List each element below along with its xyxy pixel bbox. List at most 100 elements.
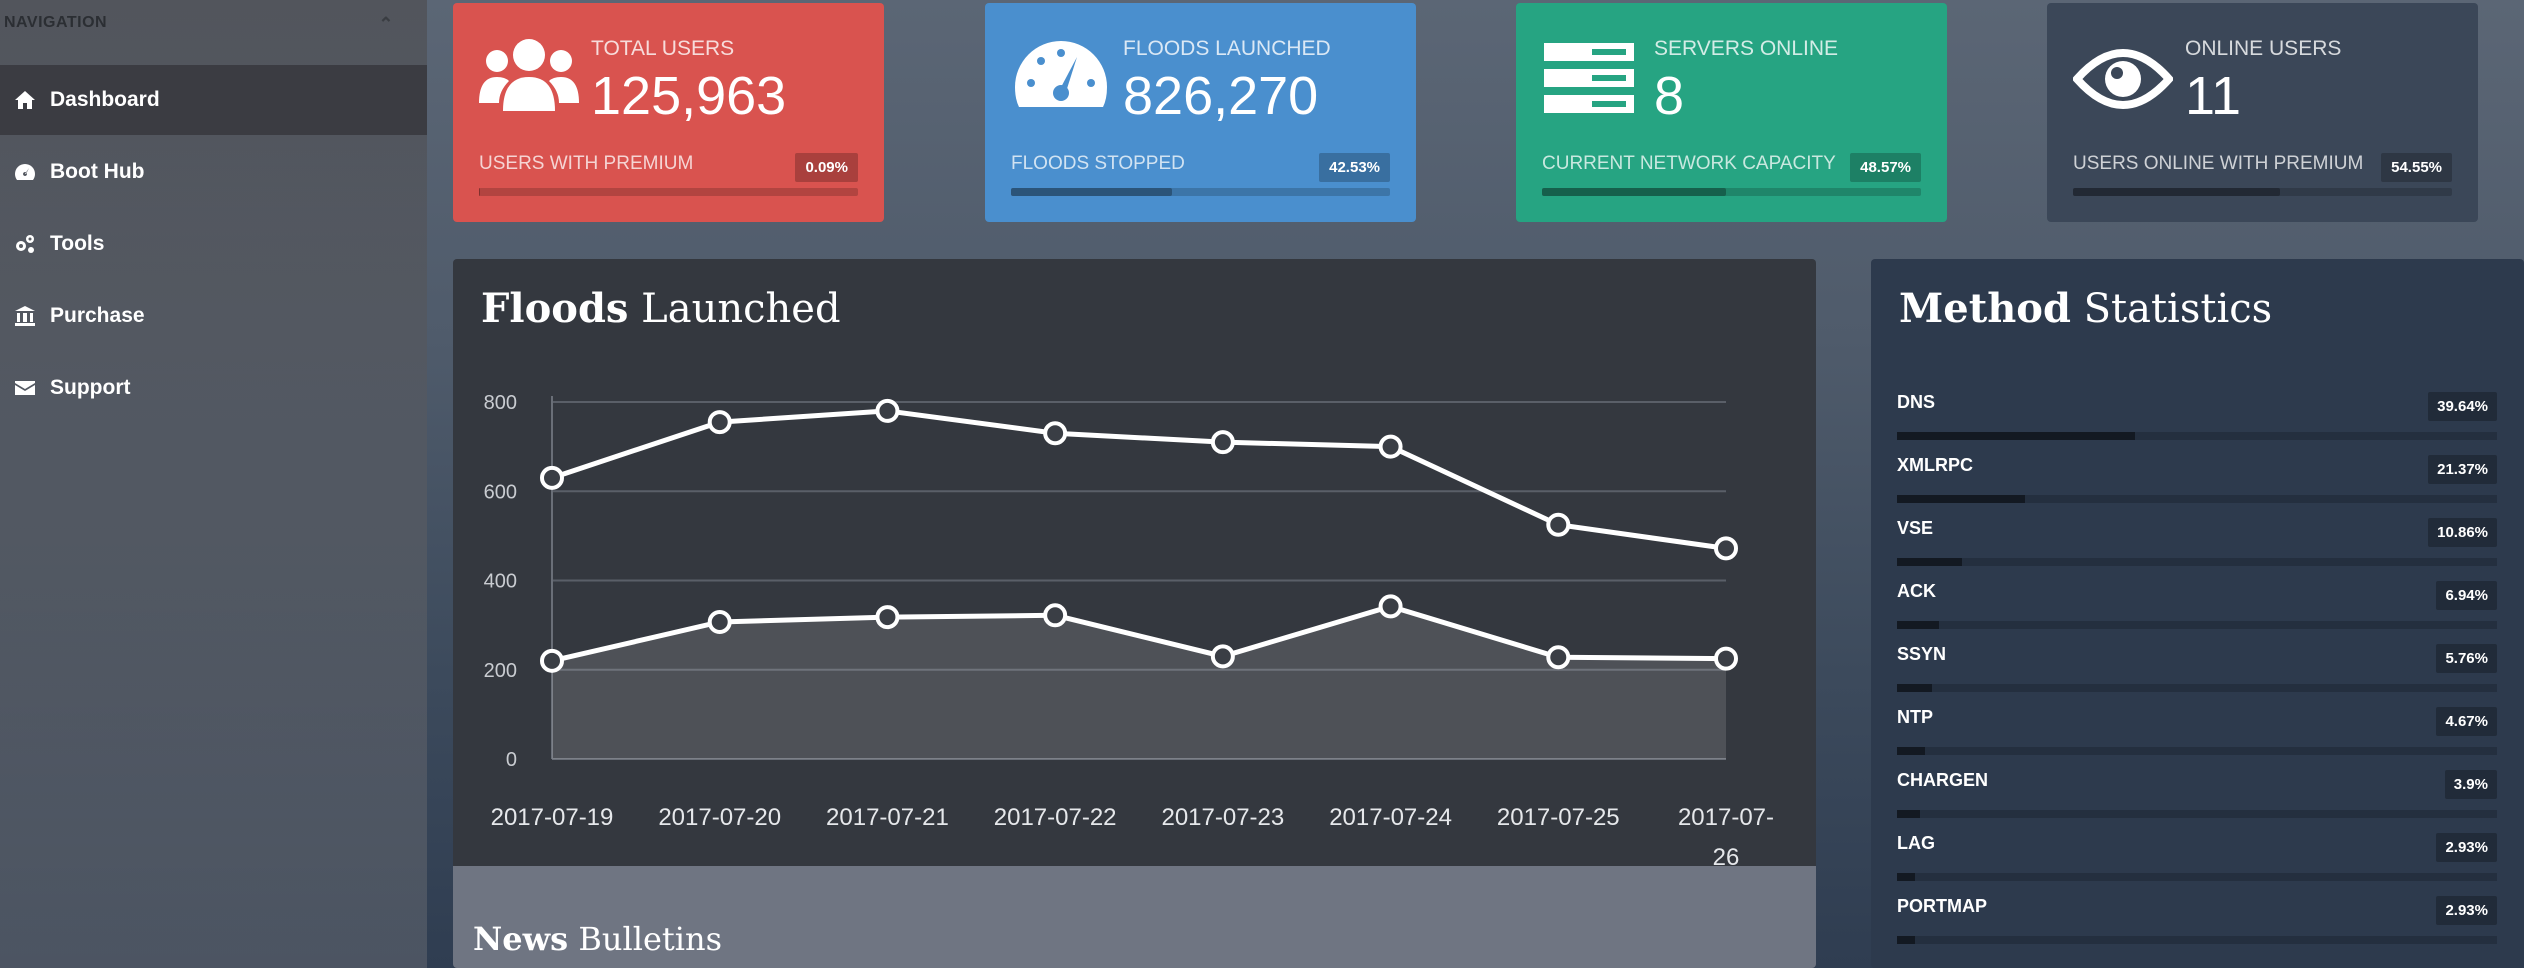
panel-title-bold: Floods bbox=[481, 285, 629, 332]
method-name: NTP bbox=[1897, 707, 1933, 727]
x-tick-label-wrap: 26 bbox=[1713, 844, 1740, 866]
card-sub-label: CURRENT NETWORK CAPACITY bbox=[1542, 153, 1836, 174]
data-point bbox=[875, 605, 900, 630]
card-label: ONLINE USERS bbox=[2185, 37, 2342, 60]
method-progress-bar bbox=[1897, 810, 2497, 818]
panel-title: Method Statistics bbox=[1899, 285, 2272, 332]
series-line bbox=[551, 408, 1727, 551]
card-progress-bar bbox=[2073, 188, 2452, 196]
sidebar-item-dashboard[interactable]: Dashboard bbox=[0, 65, 427, 135]
method-name: SSYN bbox=[1897, 644, 1947, 664]
servers-icon bbox=[1544, 43, 1634, 113]
method-progress-bar bbox=[1897, 558, 2497, 566]
x-tick-label: 2017-07-20 bbox=[658, 804, 781, 831]
data-point bbox=[1210, 644, 1235, 669]
card-value: 11 bbox=[2185, 66, 2242, 126]
data-point bbox=[540, 648, 564, 673]
bank-icon bbox=[0, 304, 50, 328]
method-name: PORTMAP bbox=[1897, 896, 1987, 916]
online-users-card: ONLINE USERS 11 USERS ONLINE WITH PREMIU… bbox=[2047, 3, 2478, 222]
card-sub-label: USERS ONLINE WITH PREMIUM bbox=[2073, 153, 2364, 174]
method-name: VSE bbox=[1897, 518, 1934, 538]
nav-header[interactable]: NAVIGATION ⌃ bbox=[4, 14, 414, 38]
method-percent-badge: 3.9% bbox=[2444, 770, 2497, 799]
method-progress-bar bbox=[1897, 747, 2497, 755]
sidebar-item-boot-hub[interactable]: Boot Hub bbox=[0, 137, 427, 207]
method-row: LAG 2.93% bbox=[1897, 833, 2497, 896]
sidebar-item-label: Purchase bbox=[50, 304, 145, 327]
series-area bbox=[552, 606, 1726, 759]
method-progress-bar bbox=[1897, 936, 2497, 944]
data-point bbox=[1043, 421, 1068, 446]
card-label: TOTAL USERS bbox=[591, 37, 735, 60]
total-users-card: TOTAL USERS 125,963 USERS WITH PREMIUM 0… bbox=[453, 3, 884, 222]
data-point bbox=[1714, 646, 1738, 671]
x-tick-label: 2017-07- bbox=[1678, 804, 1774, 831]
method-progress-bar bbox=[1897, 873, 2497, 881]
method-percent-badge: 39.64% bbox=[2428, 392, 2497, 421]
sidebar-item-purchase[interactable]: Purchase bbox=[0, 281, 427, 351]
method-name: CHARGEN bbox=[1897, 770, 1989, 790]
eye-icon bbox=[2073, 49, 2173, 109]
method-percent-badge: 5.76% bbox=[2436, 644, 2497, 673]
card-percent-badge: 54.55% bbox=[2381, 153, 2452, 182]
users-icon bbox=[479, 39, 579, 111]
method-percent-badge: 10.86% bbox=[2428, 518, 2497, 547]
x-tick-label: 2017-07-23 bbox=[1161, 804, 1284, 831]
sidebar-item-label: Dashboard bbox=[50, 88, 160, 111]
sidebar-item-label: Boot Hub bbox=[50, 160, 145, 183]
method-row: VSE 10.86% bbox=[1897, 518, 2497, 581]
method-name: XMLRPC bbox=[1897, 455, 1973, 475]
method-name: DNS bbox=[1897, 392, 1936, 412]
x-tick-label: 2017-07-24 bbox=[1329, 804, 1452, 831]
data-point bbox=[1378, 434, 1403, 459]
card-percent-badge: 0.09% bbox=[795, 153, 858, 182]
sidebar-item-label: Support bbox=[50, 376, 131, 399]
panel-title: Floods Launched bbox=[481, 285, 841, 332]
panel-title-rest: Statistics bbox=[2083, 286, 2273, 332]
data-point bbox=[1043, 603, 1068, 628]
data-point bbox=[540, 465, 564, 490]
gauge-icon bbox=[0, 160, 50, 184]
panel-title-bold: Method bbox=[1899, 285, 2071, 332]
method-row: ACK 6.94% bbox=[1897, 581, 2497, 644]
method-progress-bar bbox=[1897, 432, 2497, 440]
panel-title-rest: Launched bbox=[641, 286, 841, 332]
data-point bbox=[1378, 594, 1403, 619]
x-tick-label: 2017-07-22 bbox=[994, 804, 1117, 831]
card-progress-bar bbox=[1011, 188, 1390, 196]
cogs-icon bbox=[0, 232, 50, 256]
card-value: 125,963 bbox=[591, 66, 787, 126]
floods-launched-panel: Floods Launched 0 200 400 600 800 2017-07-19 2… bbox=[453, 259, 1816, 968]
sidebar-item-tools[interactable]: Tools bbox=[0, 209, 427, 279]
envelope-icon bbox=[0, 376, 50, 400]
data-point bbox=[1546, 512, 1571, 537]
card-label: SERVERS ONLINE bbox=[1654, 37, 1839, 60]
card-value: 8 bbox=[1654, 66, 1685, 126]
data-point bbox=[875, 398, 900, 423]
dashboard-gauge-icon bbox=[1015, 41, 1107, 107]
data-point bbox=[1714, 536, 1738, 561]
sidebar-item-support[interactable]: Support bbox=[0, 353, 427, 423]
chevron-up-icon[interactable]: ⌃ bbox=[378, 14, 394, 34]
news-title-rest: Bulletins bbox=[578, 920, 722, 958]
card-sub-label: FLOODS STOPPED bbox=[1011, 153, 1185, 174]
x-tick-label: 2017-07-25 bbox=[1497, 804, 1620, 831]
method-progress-bar bbox=[1897, 495, 2497, 503]
method-row: CHARGEN 3.9% bbox=[1897, 770, 2497, 833]
card-sub-label: USERS WITH PREMIUM bbox=[479, 153, 694, 174]
card-percent-badge: 48.57% bbox=[1850, 153, 1921, 182]
data-point bbox=[707, 410, 732, 435]
series-line bbox=[551, 603, 1727, 664]
y-tick-label: 600 bbox=[484, 481, 517, 503]
method-progress-bar bbox=[1897, 684, 2497, 692]
data-point bbox=[1210, 430, 1235, 455]
card-progress-bar bbox=[1542, 188, 1921, 196]
card-percent-badge: 42.53% bbox=[1319, 153, 1390, 182]
method-percent-badge: 6.94% bbox=[2436, 581, 2497, 610]
method-row: PORTMAP 2.93% bbox=[1897, 896, 2497, 959]
card-value: 826,270 bbox=[1123, 66, 1319, 126]
y-tick-label: 800 bbox=[484, 392, 517, 414]
home-icon bbox=[0, 88, 50, 112]
method-progress-bar bbox=[1897, 621, 2497, 629]
